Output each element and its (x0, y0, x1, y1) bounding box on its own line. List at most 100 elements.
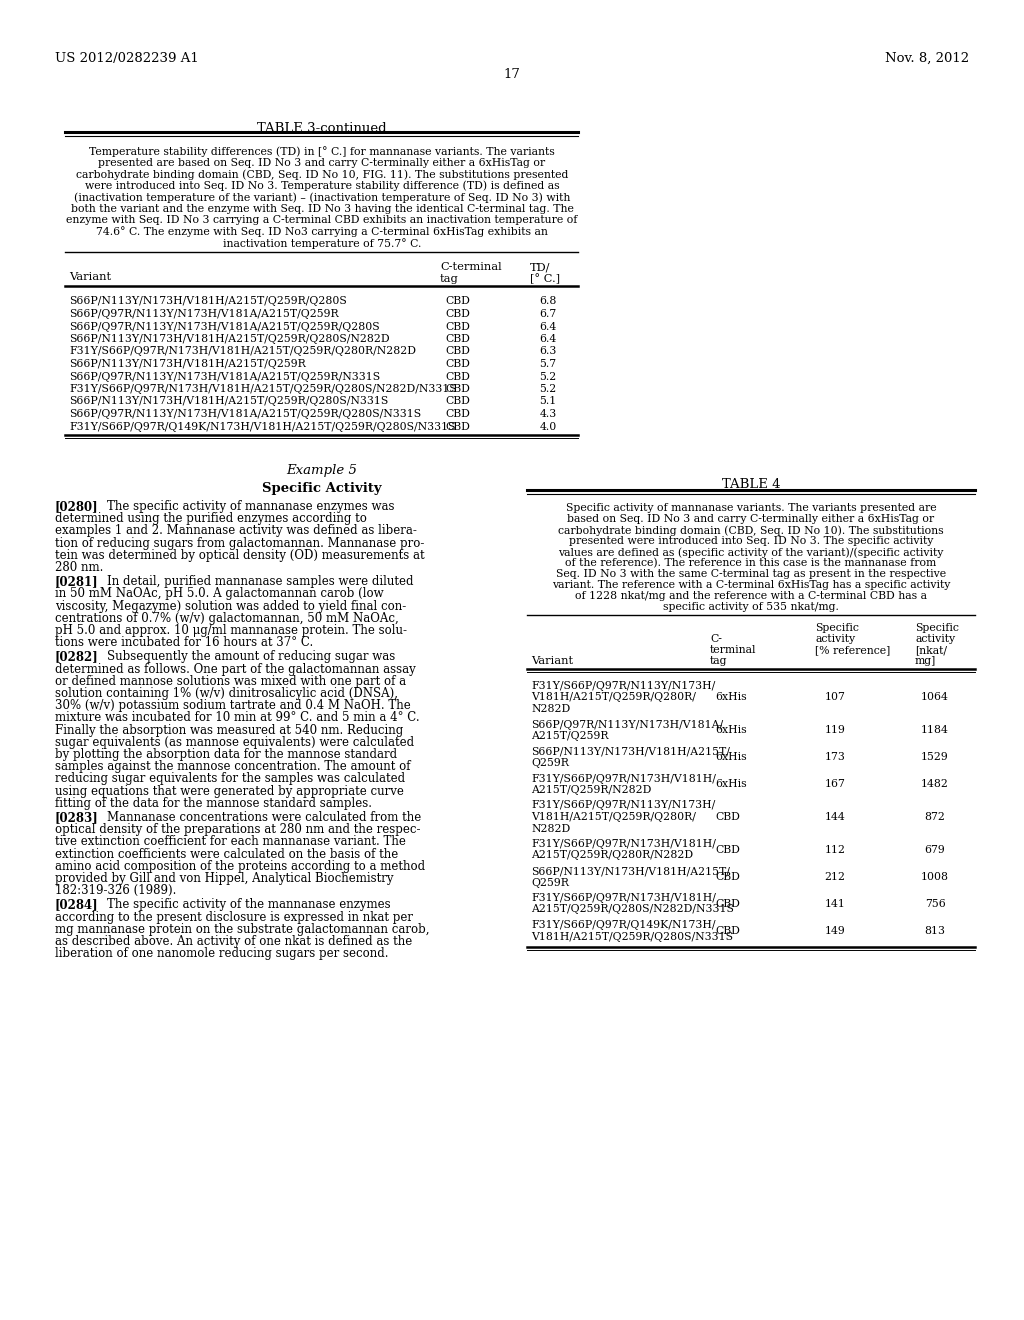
Text: 6.4: 6.4 (540, 334, 557, 345)
Text: 679: 679 (925, 845, 945, 855)
Text: of 1228 nkat/mg and the reference with a C-terminal CBD has a: of 1228 nkat/mg and the reference with a… (575, 591, 927, 601)
Text: 280 nm.: 280 nm. (55, 561, 103, 574)
Text: 112: 112 (824, 845, 846, 855)
Text: both the variant and the enzyme with Seq. ID No 3 having the identical C-termina: both the variant and the enzyme with Seq… (71, 203, 573, 214)
Text: solution containing 1% (w/v) dinitrosalicylic acid (DNSA),: solution containing 1% (w/v) dinitrosali… (55, 686, 398, 700)
Text: Variant: Variant (69, 272, 112, 282)
Text: carbohydrate binding domain (CBD, Seq. ID No 10). The substitutions: carbohydrate binding domain (CBD, Seq. I… (558, 525, 944, 536)
Text: S66P/Q97R/N113Y/N173H/V181A/A215T/Q259R/N331S: S66P/Q97R/N113Y/N173H/V181A/A215T/Q259R/… (69, 371, 380, 381)
Text: CBD: CBD (715, 845, 740, 855)
Text: 6.8: 6.8 (540, 297, 557, 306)
Text: Subsequently the amount of reducing sugar was: Subsequently the amount of reducing suga… (92, 651, 395, 664)
Text: S66P/Q97R/N113Y/N173H/V181A/A215T/Q259R/Q280S/N331S: S66P/Q97R/N113Y/N173H/V181A/A215T/Q259R/… (69, 409, 421, 418)
Text: 813: 813 (925, 925, 945, 936)
Text: 1064: 1064 (921, 693, 949, 702)
Text: 6xHis: 6xHis (715, 725, 746, 735)
Text: S66P/N113Y/N173H/V181H/A215T/Q259R/Q280S: S66P/N113Y/N173H/V181H/A215T/Q259R/Q280S (69, 297, 347, 306)
Text: (inactivation temperature of the variant) – (inactivation temperature of Seq. ID: (inactivation temperature of the variant… (74, 191, 570, 202)
Text: 6.3: 6.3 (540, 346, 557, 356)
Text: Q259R: Q259R (531, 758, 569, 768)
Text: fitting of the data for the mannose standard samples.: fitting of the data for the mannose stan… (55, 797, 372, 809)
Text: S66P/Q97R/N113Y/N173H/V181A/A215T/Q259R/Q280S: S66P/Q97R/N113Y/N173H/V181A/A215T/Q259R/… (69, 322, 380, 331)
Text: 1482: 1482 (921, 779, 949, 789)
Text: 4.3: 4.3 (540, 409, 557, 418)
Text: Variant: Variant (531, 656, 573, 667)
Text: [0283]: [0283] (55, 810, 98, 824)
Text: [% reference]: [% reference] (815, 645, 890, 655)
Text: variant. The reference with a C-terminal 6xHisTag has a specific activity: variant. The reference with a C-terminal… (552, 579, 950, 590)
Text: CBD: CBD (445, 334, 470, 345)
Text: tag: tag (710, 656, 727, 667)
Text: CBD: CBD (445, 359, 470, 370)
Text: V181H/A215T/Q259R/Q280R/: V181H/A215T/Q259R/Q280R/ (531, 693, 696, 702)
Text: 74.6° C. The enzyme with Seq. ID No3 carrying a C-terminal 6xHisTag exhibits an: 74.6° C. The enzyme with Seq. ID No3 car… (96, 227, 548, 238)
Text: liberation of one nanomole reducing sugars per second.: liberation of one nanomole reducing suga… (55, 948, 388, 960)
Text: tions were incubated for 16 hours at 37° C.: tions were incubated for 16 hours at 37°… (55, 636, 313, 649)
Text: F31Y/S66P/Q97R/N173H/V181H/: F31Y/S66P/Q97R/N173H/V181H/ (531, 774, 716, 784)
Text: optical density of the preparations at 280 nm and the respec-: optical density of the preparations at 2… (55, 824, 421, 836)
Text: 5.2: 5.2 (540, 371, 557, 381)
Text: tive extinction coefficient for each mannanase variant. The: tive extinction coefficient for each man… (55, 836, 406, 849)
Text: provided by Gill and von Hippel, Analytical Biochemistry: provided by Gill and von Hippel, Analyti… (55, 873, 393, 884)
Text: [0281]: [0281] (55, 576, 98, 589)
Text: 1008: 1008 (921, 871, 949, 882)
Text: activity: activity (915, 634, 955, 644)
Text: of the reference). The reference in this case is the mannanase from: of the reference). The reference in this… (565, 558, 937, 569)
Text: 119: 119 (824, 725, 846, 735)
Text: S66P/N113Y/N173H/V181H/A215T/: S66P/N113Y/N173H/V181H/A215T/ (531, 866, 730, 876)
Text: [0284]: [0284] (55, 899, 98, 911)
Text: CBD: CBD (715, 871, 740, 882)
Text: Specific activity of mannanase variants. The variants presented are: Specific activity of mannanase variants.… (565, 503, 936, 513)
Text: [0282]: [0282] (55, 651, 98, 664)
Text: CBD: CBD (445, 309, 470, 319)
Text: S66P/N113Y/N173H/V181H/A215T/Q259R/Q280S/N282D: S66P/N113Y/N173H/V181H/A215T/Q259R/Q280S… (69, 334, 389, 345)
Text: CBD: CBD (445, 346, 470, 356)
Text: were introduced into Seq. ID No 3. Temperature stability difference (TD) is defi: were introduced into Seq. ID No 3. Tempe… (85, 181, 559, 191)
Text: carbohydrate binding domain (CBD, Seq. ID No 10, FIG. 11). The substitutions pre: carbohydrate binding domain (CBD, Seq. I… (76, 169, 568, 180)
Text: Nov. 8, 2012: Nov. 8, 2012 (885, 51, 969, 65)
Text: presented are based on Seq. ID No 3 and carry C-terminally either a 6xHisTag or: presented are based on Seq. ID No 3 and … (98, 157, 546, 168)
Text: S66P/N113Y/N173H/V181H/A215T/Q259R/Q280S/N331S: S66P/N113Y/N173H/V181H/A215T/Q259R/Q280S… (69, 396, 388, 407)
Text: In detail, purified mannanase samples were diluted: In detail, purified mannanase samples we… (92, 576, 414, 589)
Text: [nkat/: [nkat/ (915, 645, 947, 655)
Text: based on Seq. ID No 3 and carry C-terminally either a 6xHisTag or: based on Seq. ID No 3 and carry C-termin… (567, 513, 935, 524)
Text: F31Y/S66P/Q97R/Q149K/N173H/V181H/A215T/Q259R/Q280S/N331S: F31Y/S66P/Q97R/Q149K/N173H/V181H/A215T/Q… (69, 421, 456, 432)
Text: TD/: TD/ (530, 263, 551, 272)
Text: S66P/N113Y/N173H/V181H/A215T/: S66P/N113Y/N173H/V181H/A215T/ (531, 747, 730, 756)
Text: 5.1: 5.1 (540, 396, 557, 407)
Text: Mannanase concentrations were calculated from the: Mannanase concentrations were calculated… (92, 810, 421, 824)
Text: sugar equivalents (as mannose equivalents) were calculated: sugar equivalents (as mannose equivalent… (55, 735, 414, 748)
Text: US 2012/0282239 A1: US 2012/0282239 A1 (55, 51, 199, 65)
Text: enzyme with Seq. ID No 3 carrying a C-terminal CBD exhibits an inactivation temp: enzyme with Seq. ID No 3 carrying a C-te… (67, 215, 578, 224)
Text: determined as follows. One part of the galactomannan assay: determined as follows. One part of the g… (55, 663, 416, 676)
Text: N282D: N282D (531, 824, 570, 833)
Text: Specific: Specific (815, 623, 859, 634)
Text: 107: 107 (824, 693, 846, 702)
Text: CBD: CBD (445, 384, 470, 393)
Text: F31Y/S66P/Q97R/N173H/V181H/: F31Y/S66P/Q97R/N173H/V181H/ (531, 840, 716, 849)
Text: by plotting the absorption data for the mannose standard: by plotting the absorption data for the … (55, 748, 397, 762)
Text: CBD: CBD (445, 421, 470, 432)
Text: samples against the mannose concentration. The amount of: samples against the mannose concentratio… (55, 760, 411, 774)
Text: 872: 872 (925, 812, 945, 822)
Text: Specific: Specific (915, 623, 958, 634)
Text: CBD: CBD (445, 396, 470, 407)
Text: tag: tag (440, 273, 459, 284)
Text: extinction coefficients were calculated on the basis of the: extinction coefficients were calculated … (55, 847, 398, 861)
Text: amino acid composition of the proteins according to a method: amino acid composition of the proteins a… (55, 859, 425, 873)
Text: reducing sugar equivalents for the samples was calculated: reducing sugar equivalents for the sampl… (55, 772, 406, 785)
Text: 30% (w/v) potassium sodium tartrate and 0.4 M NaOH. The: 30% (w/v) potassium sodium tartrate and … (55, 700, 411, 713)
Text: 167: 167 (824, 779, 846, 789)
Text: Q259R: Q259R (531, 878, 569, 887)
Text: CBD: CBD (445, 409, 470, 418)
Text: determined using the purified enzymes according to: determined using the purified enzymes ac… (55, 512, 367, 525)
Text: Finally the absorption was measured at 540 nm. Reducing: Finally the absorption was measured at 5… (55, 723, 403, 737)
Text: pH 5.0 and approx. 10 μg/ml mannanase protein. The solu-: pH 5.0 and approx. 10 μg/ml mannanase pr… (55, 624, 407, 638)
Text: N282D: N282D (531, 704, 570, 714)
Text: specific activity of 535 nkat/mg.: specific activity of 535 nkat/mg. (664, 602, 839, 612)
Text: S66P/Q97R/N113Y/N173H/V181A/A215T/Q259R: S66P/Q97R/N113Y/N173H/V181A/A215T/Q259R (69, 309, 339, 319)
Text: mg mannanase protein on the substrate galactomannan carob,: mg mannanase protein on the substrate ga… (55, 923, 429, 936)
Text: or defined mannose solutions was mixed with one part of a: or defined mannose solutions was mixed w… (55, 675, 407, 688)
Text: tion of reducing sugars from galactomannan. Mannanase pro-: tion of reducing sugars from galactomann… (55, 537, 424, 549)
Text: as described above. An activity of one nkat is defined as the: as described above. An activity of one n… (55, 935, 413, 948)
